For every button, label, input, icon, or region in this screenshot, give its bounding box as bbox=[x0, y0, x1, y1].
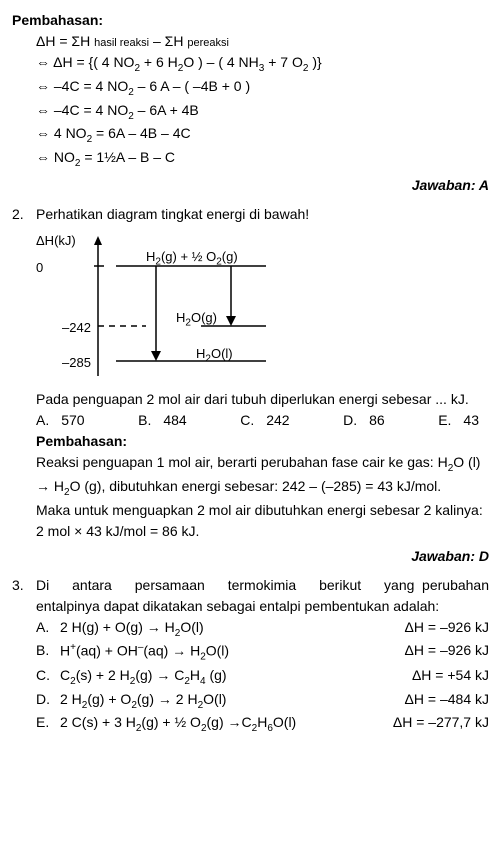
question-3: 3. Di antara persamaan termokimia beriku… bbox=[12, 575, 489, 737]
label-242: –242 bbox=[62, 318, 91, 338]
bottom-species: H2O(l) bbox=[196, 344, 233, 367]
q2-blank: Pada penguapan 2 mol air dari tubuh dipe… bbox=[12, 389, 489, 410]
q2-pembahasan-line: Maka untuk menguapkan 2 mol air dibutuhk… bbox=[12, 500, 489, 542]
opt-dh: ΔH = –277,7 kJ bbox=[393, 712, 489, 736]
top-species: H2(g) + ½ O2(g) bbox=[146, 247, 238, 270]
q3-option: C.C2(s) + 2 H2(g) → C2H4 (g) ΔH = +54 kJ bbox=[36, 665, 489, 689]
q2-option: A.570 bbox=[36, 410, 85, 431]
q2-option: E.43 bbox=[438, 410, 479, 431]
q2-options: A.570 B.484 C.242 D.86 E.43 bbox=[12, 410, 489, 431]
opt-dh: ΔH = –484 kJ bbox=[405, 689, 489, 713]
eq-line: ⇔ 4 NO2 = 6A – 4B – 4C bbox=[12, 123, 489, 147]
q2-pembahasan-line: Reaksi penguapan 1 mol air, berarti peru… bbox=[12, 452, 489, 500]
q2-option: D.86 bbox=[343, 410, 385, 431]
question-2: 2. Perhatikan diagram tingkat energi di … bbox=[12, 204, 489, 567]
q3-option: A.2 H(g) + O(g) → H2O(l) ΔH = –926 kJ bbox=[36, 617, 489, 641]
opt-eq: C2(s) + 2 H2(g) → C2H4 (g) bbox=[60, 665, 227, 689]
q2-option: B.484 bbox=[138, 410, 187, 431]
q3-prompt: Di antara persamaan termokimia berikut y… bbox=[36, 575, 489, 617]
q2-prompt: Perhatikan diagram tingkat energi di baw… bbox=[36, 204, 489, 225]
answer-2: Jawaban: D bbox=[12, 546, 489, 567]
pembahasan-1: Pembahasan: ΔH = ΣH hasil reaksi – ΣH pe… bbox=[12, 10, 489, 196]
opt-eq: 2 H(g) + O(g) → H2O(l) bbox=[60, 617, 204, 641]
y-axis-label: ΔH(kJ) bbox=[36, 231, 76, 251]
opt-dh: ΔH = +54 kJ bbox=[412, 665, 489, 689]
opt-eq: H+(aq) + OH–(aq) → H2O(l) bbox=[60, 640, 229, 664]
q2-number: 2. bbox=[12, 204, 36, 225]
q2-pembahasan-title: Pembahasan: bbox=[12, 431, 489, 452]
label-0: 0 bbox=[36, 258, 43, 278]
q2-option: C.242 bbox=[240, 410, 289, 431]
eq-line: ⇔ ΔH = {( 4 NO2 + 6 H2O ) – ( 4 NH3 + 7 … bbox=[12, 52, 489, 76]
q3-option: E.2 C(s) + 3 H2(g) + ½ O2(g) →C2H6O(l) Δ… bbox=[36, 712, 489, 736]
pembahasan1-title: Pembahasan: bbox=[12, 10, 489, 31]
q3-option: B.H+(aq) + OH–(aq) → H2O(l) ΔH = –926 kJ bbox=[36, 640, 489, 664]
opt-eq: 2 H2(g) + O2(g) → 2 H2O(l) bbox=[60, 689, 226, 713]
opt-eq: 2 C(s) + 3 H2(g) + ½ O2(g) →C2H6O(l) bbox=[60, 712, 296, 736]
eq-line: ⇔ –4C = 4 NO2 – 6A + 4B bbox=[12, 100, 489, 124]
eq-line: ⇔ –4C = 4 NO2 – 6 A – ( –4B + 0 ) bbox=[12, 76, 489, 100]
eq-line: ⇔ NO2 = 1½A – B – C bbox=[12, 147, 489, 171]
q3-number: 3. bbox=[12, 575, 36, 596]
answer-1: Jawaban: A bbox=[12, 175, 489, 196]
eq-line: ΔH = ΣH hasil reaksi – ΣH pereaksi bbox=[12, 31, 489, 52]
energy-diagram: ΔH(kJ) 0 –242 –285 H2(g) + ½ O2(g) H2O(g… bbox=[36, 231, 296, 381]
opt-dh: ΔH = –926 kJ bbox=[405, 617, 489, 641]
opt-dh: ΔH = –926 kJ bbox=[405, 640, 489, 664]
mid-species: H2O(g) bbox=[176, 308, 217, 331]
q3-option: D.2 H2(g) + O2(g) → 2 H2O(l) ΔH = –484 k… bbox=[36, 689, 489, 713]
label-285: –285 bbox=[62, 353, 91, 373]
